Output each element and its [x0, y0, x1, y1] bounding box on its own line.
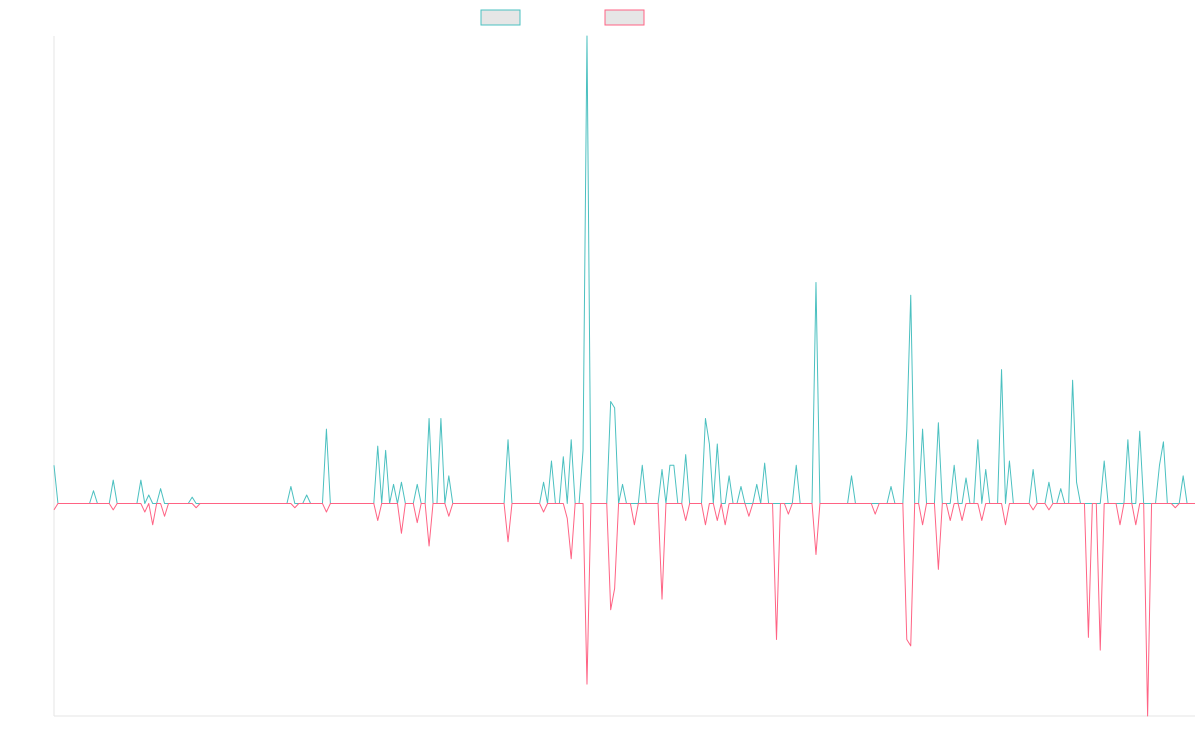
series-1-line: [53, 35, 1195, 504]
series-layer: [53, 35, 1195, 717]
series-2-line: [53, 503, 1195, 717]
legend[interactable]: [480, 9, 645, 26]
legend-swatch-series-1[interactable]: [480, 9, 521, 26]
legend-swatch-series-2[interactable]: [604, 9, 645, 26]
